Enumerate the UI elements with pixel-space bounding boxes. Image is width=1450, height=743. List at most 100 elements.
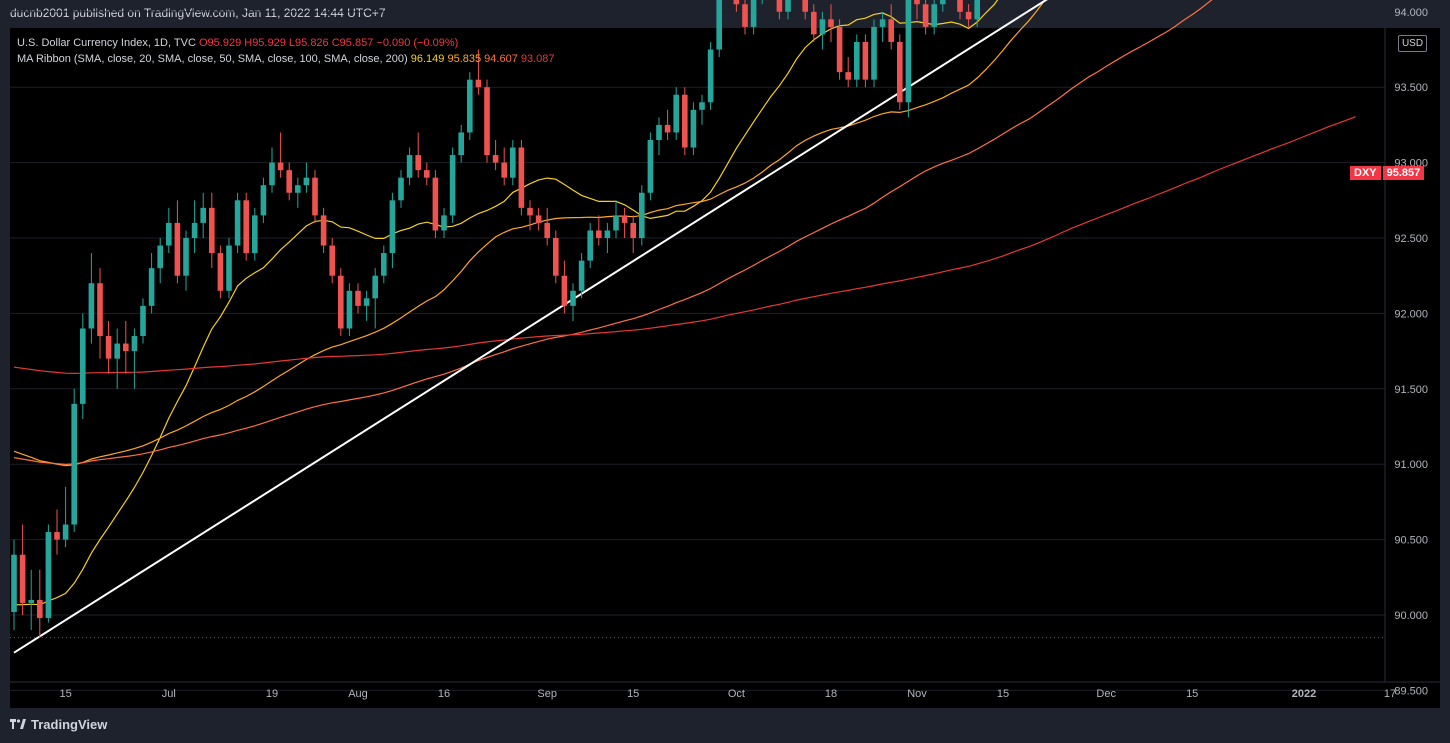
time-axis-label: 15 bbox=[997, 688, 1009, 700]
time-axis-label: 15 bbox=[59, 688, 71, 700]
candle bbox=[363, 290, 370, 321]
candle-body bbox=[467, 79, 473, 133]
candle-body bbox=[97, 283, 103, 337]
price-axis-label: 91.000 bbox=[1394, 459, 1428, 471]
candle-body bbox=[105, 336, 112, 359]
candle-body bbox=[441, 215, 447, 231]
candle-body bbox=[828, 19, 834, 27]
candle-body bbox=[596, 230, 602, 238]
candle bbox=[123, 320, 129, 374]
tradingview-brand-text: TradingView bbox=[31, 717, 108, 732]
time-axis-label: 2022 bbox=[1292, 688, 1316, 700]
candle-body bbox=[510, 147, 516, 178]
chart-area[interactable] bbox=[10, 28, 1440, 708]
time-axis-label: 18 bbox=[825, 688, 837, 700]
time-axis-label: Aug bbox=[348, 688, 368, 700]
candle bbox=[716, 0, 722, 58]
candle bbox=[88, 253, 95, 344]
candle-body bbox=[114, 343, 120, 359]
candle-body bbox=[544, 222, 550, 238]
time-axis-label: 17 bbox=[1384, 688, 1396, 700]
candle bbox=[596, 215, 602, 246]
candle-body bbox=[389, 200, 396, 254]
candle-body bbox=[226, 245, 232, 291]
candle bbox=[811, 4, 817, 42]
candle bbox=[682, 87, 688, 156]
candle-body bbox=[940, 0, 946, 5]
candle-body bbox=[28, 599, 34, 603]
candle-body bbox=[329, 245, 335, 276]
candle bbox=[71, 388, 77, 533]
candle-body bbox=[88, 283, 95, 329]
candle bbox=[415, 132, 421, 178]
candle bbox=[19, 524, 26, 615]
candle-body bbox=[363, 298, 370, 306]
candle bbox=[424, 162, 430, 186]
legend-ma20-value: 96.149 bbox=[410, 53, 445, 65]
candle bbox=[191, 200, 198, 254]
candle bbox=[819, 11, 826, 50]
candle-body bbox=[682, 94, 688, 148]
candle-body bbox=[260, 185, 267, 216]
candle-body bbox=[415, 155, 421, 171]
candle bbox=[879, 11, 886, 42]
price-axis-label: 93.500 bbox=[1394, 82, 1428, 94]
trendline bbox=[13, 0, 1048, 654]
candle bbox=[97, 268, 103, 359]
candle bbox=[604, 222, 611, 254]
currency-badge[interactable]: USD bbox=[1398, 35, 1427, 52]
candle-body bbox=[398, 177, 404, 201]
candle bbox=[252, 207, 258, 261]
candle-body bbox=[11, 554, 17, 612]
candle bbox=[621, 207, 628, 238]
price-axis-label: 90.500 bbox=[1394, 535, 1428, 547]
candle-body bbox=[286, 170, 292, 193]
candle-body bbox=[527, 207, 533, 216]
candle-body bbox=[656, 124, 662, 140]
candle-body bbox=[432, 177, 439, 231]
candle bbox=[105, 320, 112, 374]
candle bbox=[372, 268, 378, 329]
candle bbox=[467, 72, 473, 140]
candle bbox=[114, 328, 120, 389]
candle bbox=[475, 49, 482, 95]
price-axis-label: 92.500 bbox=[1394, 233, 1428, 245]
price-badge: DXY 95.857 bbox=[1350, 166, 1425, 183]
candle bbox=[243, 192, 249, 261]
legend-low: L95.826 bbox=[288, 37, 329, 49]
candle bbox=[174, 200, 181, 284]
candle-body bbox=[475, 79, 482, 88]
candle bbox=[761, 0, 763, 5]
candle bbox=[492, 139, 499, 171]
candle bbox=[802, 0, 808, 20]
candle-body bbox=[879, 19, 886, 27]
candle bbox=[355, 283, 361, 314]
candle-body bbox=[381, 253, 387, 276]
price-badge-symbol: DXY bbox=[1350, 166, 1381, 180]
candle-body bbox=[492, 155, 499, 163]
candle bbox=[656, 117, 662, 156]
ma200-line bbox=[13, 116, 1356, 375]
tradingview-logo[interactable]: TradingView bbox=[10, 717, 107, 732]
candle bbox=[613, 200, 619, 238]
time-axis-label: 15 bbox=[627, 688, 639, 700]
candle bbox=[441, 207, 447, 238]
ma50-line bbox=[13, 0, 1046, 467]
candle bbox=[148, 253, 155, 314]
candle bbox=[260, 177, 267, 223]
legend-indicator-title: MA Ribbon (SMA, close, 20, SMA, close, 5… bbox=[17, 53, 408, 65]
candle bbox=[11, 539, 17, 631]
candle-body bbox=[811, 11, 817, 35]
candle bbox=[329, 238, 335, 284]
candle-body bbox=[518, 147, 525, 208]
candle-body bbox=[733, 0, 740, 5]
price-badge-value: 95.857 bbox=[1382, 166, 1425, 180]
price-axis-label: 90.000 bbox=[1394, 610, 1428, 622]
candle-body bbox=[630, 222, 636, 238]
candle-body bbox=[776, 0, 783, 12]
candle bbox=[234, 192, 241, 254]
candlestick-chart[interactable]: 97.00096.50096.00095.50095.00094.50094.0… bbox=[0, 0, 1450, 708]
candle-body bbox=[888, 19, 894, 42]
candle bbox=[553, 230, 559, 284]
chart-legend: U.S. Dollar Currency Index, 1D, TVC O95.… bbox=[17, 35, 555, 67]
